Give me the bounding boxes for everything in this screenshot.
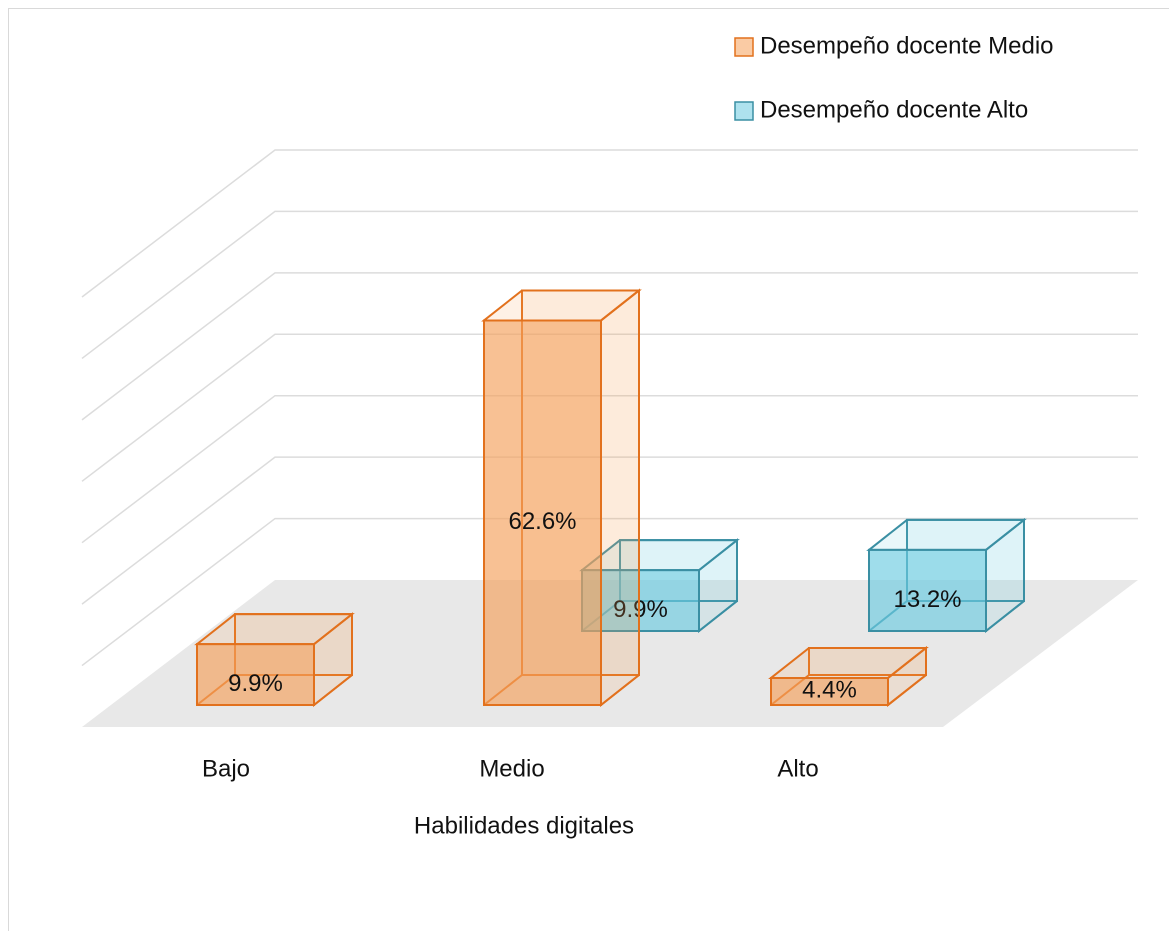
bar — [484, 290, 639, 705]
legend-label: Desempeño docente Alto — [760, 96, 1028, 123]
data-label: 13.2% — [893, 586, 961, 613]
legend-label: Desempeño docente Medio — [760, 32, 1054, 59]
legend-swatch — [735, 102, 753, 120]
data-label: 62.6% — [508, 508, 576, 535]
x-axis-title: Habilidades digitales — [414, 812, 634, 839]
legend-swatch — [735, 38, 753, 56]
x-tick-label: Bajo — [202, 755, 250, 782]
x-tick-label: Medio — [479, 755, 544, 782]
data-label: 4.4% — [802, 676, 857, 703]
x-tick-label: Alto — [777, 755, 818, 782]
bar-side — [601, 290, 639, 705]
grid-line — [82, 150, 1138, 297]
bar — [869, 520, 1024, 631]
data-label: 9.9% — [228, 670, 283, 697]
